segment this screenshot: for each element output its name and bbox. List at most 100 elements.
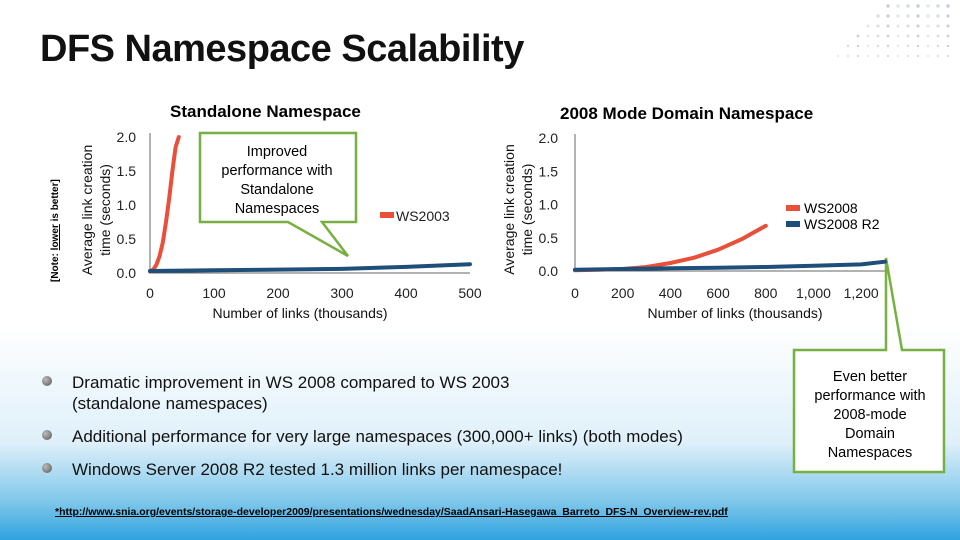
bullet-list: Dramatic improvement in WS 2008 compared…	[40, 372, 683, 492]
decorative-dot	[926, 44, 930, 48]
chart1-y-tick-label: 1.5	[117, 163, 137, 179]
decorative-dot	[896, 4, 900, 8]
chart2-data-point	[764, 224, 768, 228]
decorative-dot	[926, 4, 930, 8]
decorative-dot	[896, 24, 900, 28]
chart2-data-point	[621, 267, 625, 271]
bullet-icon	[42, 376, 52, 386]
slide-title: DFS Namespace Scalability	[40, 28, 524, 70]
chart2-data-point	[859, 262, 863, 266]
decorative-dot	[916, 34, 920, 38]
decorative-dot	[876, 34, 880, 38]
chart1-x-tick-label: 400	[394, 285, 418, 301]
decorative-dot	[876, 14, 880, 18]
decorative-dot	[946, 14, 950, 18]
decorative-dot	[886, 54, 890, 58]
decorative-dot	[916, 54, 920, 58]
chart1-x-tick-label: 0	[146, 285, 154, 301]
decorative-dot	[876, 24, 880, 28]
bullet-icon	[42, 463, 52, 473]
chart2-data-point	[716, 266, 720, 270]
chart2-data-point	[716, 248, 720, 252]
chart1-data-point	[154, 263, 158, 267]
chart1-series-label-swatch	[380, 212, 394, 218]
decorative-dot	[906, 4, 910, 8]
decorative-dot	[936, 4, 940, 8]
decorative-dot	[936, 44, 940, 48]
decorative-dot	[916, 14, 920, 18]
chart1-y-tick-label: 2.0	[117, 129, 137, 145]
decorative-dot	[936, 14, 940, 18]
decorative-dot	[936, 34, 940, 38]
chart2-title: 2008 Mode Domain Namespace	[560, 104, 814, 123]
chart1-data-point	[276, 268, 280, 272]
chart1-series-line-unnamed	[148, 262, 472, 273]
decorative-dot	[856, 54, 860, 58]
decorative-dot	[886, 4, 890, 8]
decorative-dot	[866, 24, 870, 28]
decorative-dot	[906, 14, 910, 18]
chart2-x-tick-label: 0	[571, 285, 579, 301]
decorative-dot	[926, 24, 930, 28]
decorative-dot	[876, 54, 880, 58]
decorative-dot	[856, 44, 860, 48]
decorative-dot	[906, 34, 910, 38]
chart1-y-tick-label: 1.0	[117, 197, 137, 213]
callout-right-text: Even better performance with 2008-mode D…	[814, 369, 926, 461]
decorative-dot	[906, 54, 910, 58]
source-link[interactable]: *http://www.snia.org/events/storage-deve…	[55, 506, 728, 518]
decorative-dot	[896, 34, 900, 38]
chart1-title: Standalone Namespace	[170, 102, 361, 121]
decorative-dot	[886, 34, 890, 38]
decorative-dot	[936, 54, 940, 58]
chart2-y-tick-label: 1.5	[539, 163, 559, 179]
decorative-dot	[916, 4, 920, 8]
chart2-y-tick-label: 1.0	[539, 197, 559, 213]
bullet-item: Additional performance for very large na…	[40, 426, 683, 447]
chart2-data-point	[883, 260, 887, 264]
chart1-data-point	[340, 267, 344, 271]
chart2-data-point	[668, 266, 672, 270]
decorative-dot	[886, 14, 890, 18]
chart1-y-axis-label: Average link creation	[79, 145, 95, 275]
chart2-y-tick-label: 0.5	[539, 230, 559, 246]
chart2-data-point	[740, 237, 744, 241]
decorative-dot	[946, 44, 950, 48]
legend-item-ws2008: WS2008	[786, 200, 879, 216]
chart1-group: 0.0 0.5 1.0 1.5 2.0 0 100 200 300 400 500 Number of…	[79, 129, 482, 321]
chart1-data-point	[212, 268, 216, 272]
chart2-x-tick-label: 600	[706, 285, 730, 301]
decorative-dot	[886, 44, 890, 48]
chart2-data-point	[764, 265, 768, 269]
bullet-item: Windows Server 2008 R2 tested 1.3 millio…	[40, 459, 683, 480]
decorative-dot	[876, 44, 880, 48]
chart1-x-axis-label: Number of links (thousands)	[212, 305, 387, 321]
callout-left-text: Improved performance with Standalone Nam…	[221, 144, 333, 217]
decorative-dot	[936, 24, 940, 28]
decorative-dot	[896, 54, 900, 58]
chart1-y-axis-label-line2: time (seconds)	[97, 164, 113, 256]
callout-right-shape	[792, 257, 946, 474]
decorative-dot	[946, 4, 950, 8]
bullet-icon	[42, 430, 52, 440]
decorative-dot	[856, 34, 860, 38]
chart2-x-tick-label: 200	[611, 285, 635, 301]
chart1-data-point	[177, 135, 181, 139]
chart1-y-tick-label: 0.5	[117, 231, 137, 247]
chart1-data-point	[158, 254, 162, 258]
decorative-dot	[946, 34, 950, 38]
decorative-dot	[846, 54, 850, 58]
decorative-dot	[866, 44, 870, 48]
chart2-y-tick-label: 0.0	[539, 263, 559, 279]
decorative-dot	[846, 44, 850, 48]
chart2-x-axis-label: Number of links (thousands)	[647, 305, 822, 321]
decorative-dot	[916, 24, 920, 28]
chart2-group: 0.0 0.5 1.0 1.5 2.0 0 200 400 600 800 1,000 1,200 Nu…	[501, 130, 887, 321]
chart2-x-tick-label: 800	[754, 285, 778, 301]
chart1-data-point	[167, 196, 171, 200]
legend-item-ws2008-r2: WS2008 R2	[786, 216, 879, 232]
chart2-data-point	[668, 261, 672, 265]
decorative-dot	[896, 14, 900, 18]
chart1-x-tick-label: 500	[458, 285, 482, 301]
